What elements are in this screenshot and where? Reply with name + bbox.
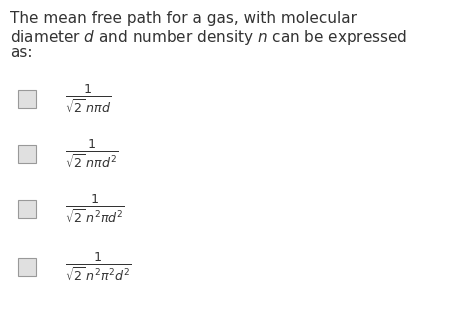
Text: diameter $\mathit{d}$ and number density $\mathit{n}$ can be expressed: diameter $\mathit{d}$ and number density… — [10, 28, 407, 47]
Bar — [18, 145, 36, 163]
Bar — [18, 200, 36, 218]
Text: $\frac{1}{\sqrt{2}\,n^2\pi d^2}$: $\frac{1}{\sqrt{2}\,n^2\pi d^2}$ — [65, 193, 125, 226]
Text: as:: as: — [10, 45, 33, 60]
Text: $\frac{1}{\sqrt{2}\,n\pi d^2}$: $\frac{1}{\sqrt{2}\,n\pi d^2}$ — [65, 137, 118, 170]
Text: The mean free path for a gas, with molecular: The mean free path for a gas, with molec… — [10, 11, 357, 26]
Text: $\frac{1}{\sqrt{2}\,n^2\pi^2 d^2}$: $\frac{1}{\sqrt{2}\,n^2\pi^2 d^2}$ — [65, 251, 131, 283]
Bar — [18, 258, 36, 276]
Text: $\frac{1}{\sqrt{2}\,n\pi d}$: $\frac{1}{\sqrt{2}\,n\pi d}$ — [65, 83, 111, 115]
Bar — [18, 90, 36, 108]
